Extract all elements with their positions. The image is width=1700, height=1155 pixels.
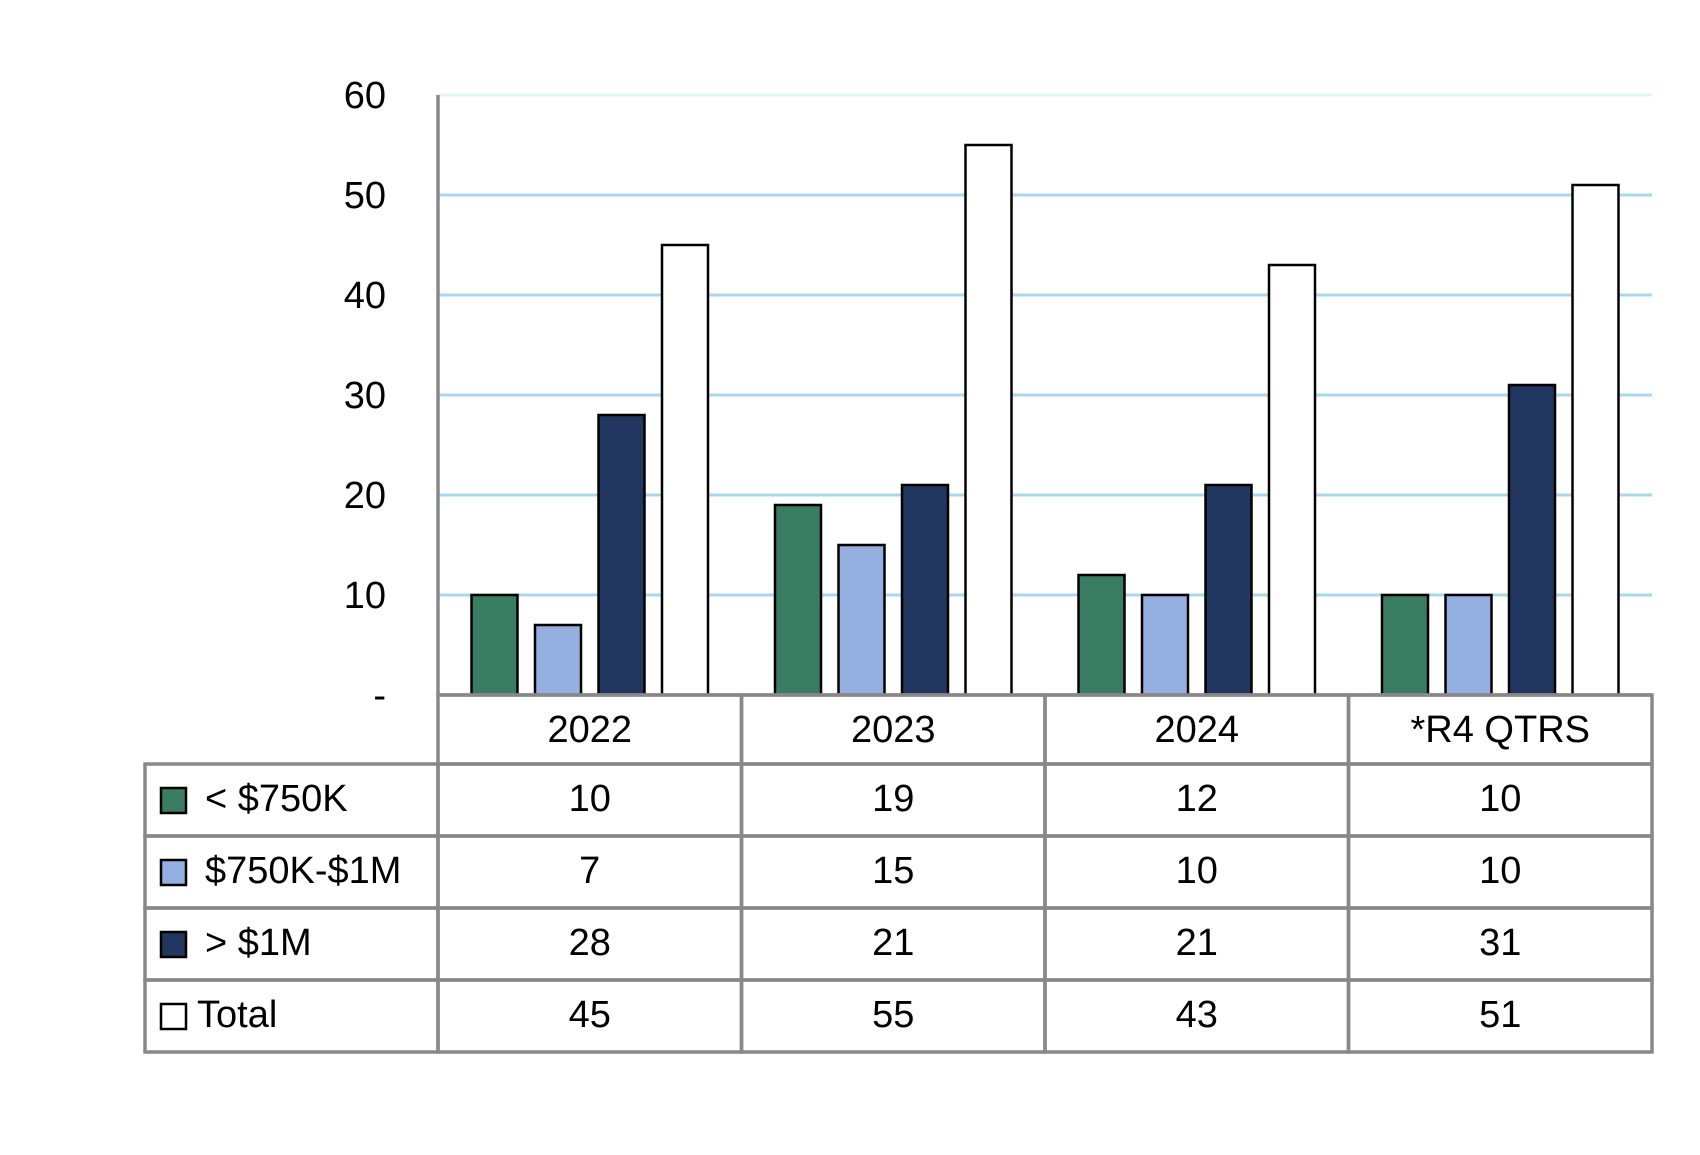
data-value-label: 31 xyxy=(1479,922,1521,964)
legend-swatch xyxy=(159,858,188,887)
table-row-header-cell xyxy=(143,978,440,1054)
y-tick-label: 10 xyxy=(344,575,386,617)
x-category-label: 2024 xyxy=(1154,709,1239,751)
bar xyxy=(533,623,583,697)
y-tick-label: - xyxy=(373,675,386,717)
x-category-label: *R4 QTRS xyxy=(1411,709,1590,751)
bar xyxy=(773,503,823,697)
bar xyxy=(597,413,646,697)
bar xyxy=(1204,483,1253,697)
legend-label: > $1M xyxy=(205,922,312,964)
data-value-label: 28 xyxy=(569,922,611,964)
bar xyxy=(1077,573,1126,697)
x-category-label: 2023 xyxy=(851,709,936,751)
data-value-label: 7 xyxy=(579,850,600,892)
y-tick-label: 20 xyxy=(344,475,386,517)
bar xyxy=(837,543,886,697)
bars xyxy=(470,143,1620,697)
bar xyxy=(1380,593,1430,697)
bar xyxy=(964,143,1013,697)
table-cell xyxy=(1346,978,1654,1054)
bar xyxy=(1507,383,1557,697)
data-value-label: 10 xyxy=(1176,850,1218,892)
x-category-label: 2022 xyxy=(547,709,632,751)
data-value-label: 12 xyxy=(1176,778,1218,820)
data-value-label: 43 xyxy=(1176,994,1218,1036)
y-tick-label: 60 xyxy=(344,75,386,117)
bar xyxy=(1140,593,1190,697)
legend-label: < $750K xyxy=(205,778,348,820)
data-value-label: 51 xyxy=(1479,994,1521,1036)
data-value-label: 10 xyxy=(1479,778,1521,820)
data-value-label: 45 xyxy=(569,994,611,1036)
legend-swatch xyxy=(159,786,188,815)
data-value-label: 19 xyxy=(872,778,914,820)
data-value-label: 10 xyxy=(1479,850,1521,892)
data-value-label: 21 xyxy=(872,922,914,964)
legend-label: $750K-$1M xyxy=(205,850,401,892)
bar xyxy=(900,483,950,697)
data-value-label: 10 xyxy=(569,778,611,820)
y-tick-label: 50 xyxy=(344,175,386,217)
y-tick-label: 30 xyxy=(344,375,386,417)
legend-swatch xyxy=(159,1002,188,1031)
y-axis-tick-labels: - 10 20 30 40 50 60 xyxy=(344,75,386,717)
bar xyxy=(470,593,519,697)
bar xyxy=(1571,183,1620,697)
legend-label: Total xyxy=(197,994,277,1036)
bar xyxy=(1267,263,1317,697)
y-tick-label: 40 xyxy=(344,275,386,317)
data-table: 2022 2023 2024 *R4 QTRS < $750K 10 19 12 10 $750K… xyxy=(143,693,1654,1054)
data-value-label: 21 xyxy=(1176,922,1218,964)
data-value-label: 15 xyxy=(872,850,914,892)
data-value-label: 55 xyxy=(872,994,914,1036)
bar xyxy=(660,243,710,697)
legend-swatch xyxy=(159,930,188,959)
bar xyxy=(1444,593,1493,697)
